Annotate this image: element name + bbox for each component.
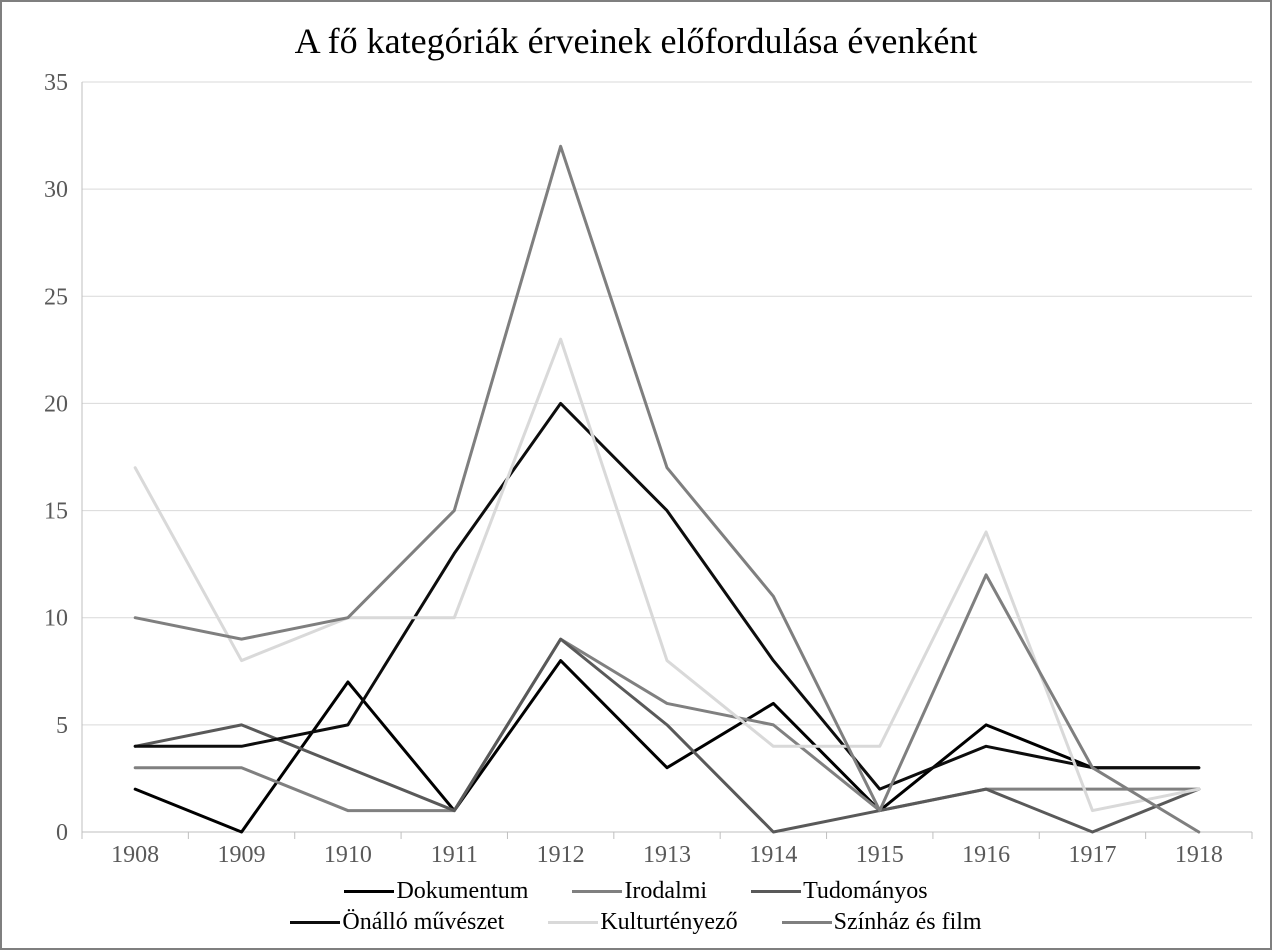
ytick-label: 30 bbox=[44, 177, 68, 203]
legend-item: Irodalmi bbox=[572, 878, 707, 905]
legend-label: Színház és film bbox=[834, 909, 982, 936]
xtick-label: 1909 bbox=[218, 842, 266, 868]
xtick-label: 1908 bbox=[111, 842, 159, 868]
legend-row: Dokumentum Irodalmi Tudományos bbox=[344, 878, 927, 905]
legend-item: Tudományos bbox=[751, 878, 927, 905]
legend-item: Színház és film bbox=[782, 909, 982, 936]
xtick-label: 1916 bbox=[962, 842, 1010, 868]
series-line bbox=[135, 339, 1199, 810]
xtick-label: 1913 bbox=[643, 842, 691, 868]
legend-swatch bbox=[344, 890, 394, 893]
xtick-label: 1915 bbox=[856, 842, 904, 868]
ytick-label: 5 bbox=[56, 713, 68, 739]
ytick-label: 20 bbox=[44, 391, 68, 417]
legend-item: Dokumentum bbox=[344, 878, 528, 905]
ytick-label: 10 bbox=[44, 606, 68, 632]
legend-swatch bbox=[572, 890, 622, 893]
legend-item: Önálló művészet bbox=[290, 909, 504, 936]
xtick-label: 1917 bbox=[1068, 842, 1116, 868]
xtick-label: 1912 bbox=[537, 842, 585, 868]
legend-label: Dokumentum bbox=[396, 878, 528, 905]
legend-label: Tudományos bbox=[803, 878, 927, 905]
ytick-label: 15 bbox=[44, 499, 68, 525]
legend-item: Kulturtényező bbox=[548, 909, 737, 936]
ytick-label: 0 bbox=[56, 820, 68, 846]
legend: Dokumentum Irodalmi Tudományos Önálló művés… bbox=[2, 878, 1270, 936]
legend-swatch bbox=[290, 921, 340, 924]
plot-area: 0 5 10 15 20 25 30 35 1908 1909 1910 1911 1912 1913 19… bbox=[2, 2, 1272, 952]
legend-swatch bbox=[782, 921, 832, 924]
xtick-label: 1910 bbox=[324, 842, 372, 868]
legend-label: Irodalmi bbox=[624, 878, 707, 905]
series-line bbox=[135, 146, 1199, 832]
series-line bbox=[135, 403, 1199, 789]
xtick-label: 1918 bbox=[1175, 842, 1223, 868]
legend-label: Kulturtényező bbox=[600, 909, 737, 936]
legend-row: Önálló művészet Kulturtényező Színház és f… bbox=[290, 909, 981, 936]
legend-swatch bbox=[548, 921, 598, 924]
xtick-label: 1911 bbox=[431, 842, 478, 868]
ytick-label: 35 bbox=[44, 70, 68, 96]
legend-label: Önálló művészet bbox=[342, 909, 504, 936]
line-chart: A fő kategóriák érveinek előfordulása év… bbox=[0, 0, 1272, 950]
xtick-label: 1914 bbox=[749, 842, 797, 868]
legend-swatch bbox=[751, 890, 801, 893]
ytick-label: 25 bbox=[44, 284, 68, 310]
